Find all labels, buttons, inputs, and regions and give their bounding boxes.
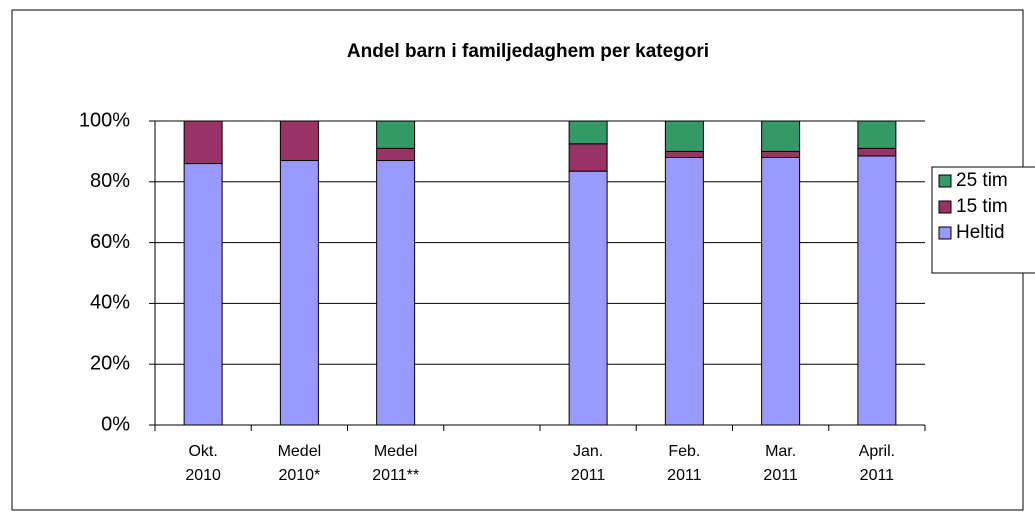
legend-swatch (938, 174, 952, 188)
bar-segment (376, 147, 416, 162)
bar-segment (279, 160, 319, 426)
bar-segment (761, 120, 801, 152)
bar-segment (568, 143, 608, 172)
y-tick-label: 100% (79, 109, 130, 131)
bar-segment (664, 120, 704, 152)
y-tick-label: 20% (90, 352, 130, 374)
x-tick-label: Feb. 2011 (667, 443, 702, 484)
x-tick-label: Jan. 2011 (570, 443, 606, 484)
chart-border (11, 9, 1024, 511)
y-tick-label: 0% (101, 413, 130, 435)
legend-swatch (938, 200, 952, 214)
bar-segment (857, 120, 897, 149)
y-tick-label: 80% (90, 170, 130, 192)
x-tick-label: Medel 2011** (372, 443, 420, 484)
bar-segment (183, 163, 223, 426)
y-tick-label: 40% (90, 292, 130, 314)
bar-segment (183, 120, 223, 165)
x-tick-label: Mar. 2011 (763, 443, 798, 484)
bar-segment (376, 160, 416, 426)
legend-label: 15 tim (956, 196, 1008, 217)
bar-segment (857, 147, 897, 157)
bar-segment (857, 155, 897, 426)
bar-segment (568, 170, 608, 426)
x-tick-label: Okt. 2010 (185, 443, 221, 484)
legend-label: 25 tim (956, 170, 1008, 191)
bar-segment (664, 156, 704, 426)
chart-title: Andel barn i familjedaghem per kategori (347, 41, 709, 62)
bar-segment (568, 120, 608, 145)
bar-segment (279, 120, 319, 162)
bar-segment (761, 156, 801, 426)
x-tick-label: April. 2011 (858, 443, 896, 484)
bar-segment (761, 150, 801, 158)
bar-segment (664, 150, 704, 158)
bar-segment (376, 120, 416, 149)
x-tick-label: Medel 2010* (277, 443, 322, 484)
y-tick-label: 60% (90, 231, 130, 253)
legend-swatch (938, 226, 952, 240)
legend-label: Heltid (956, 222, 1005, 243)
